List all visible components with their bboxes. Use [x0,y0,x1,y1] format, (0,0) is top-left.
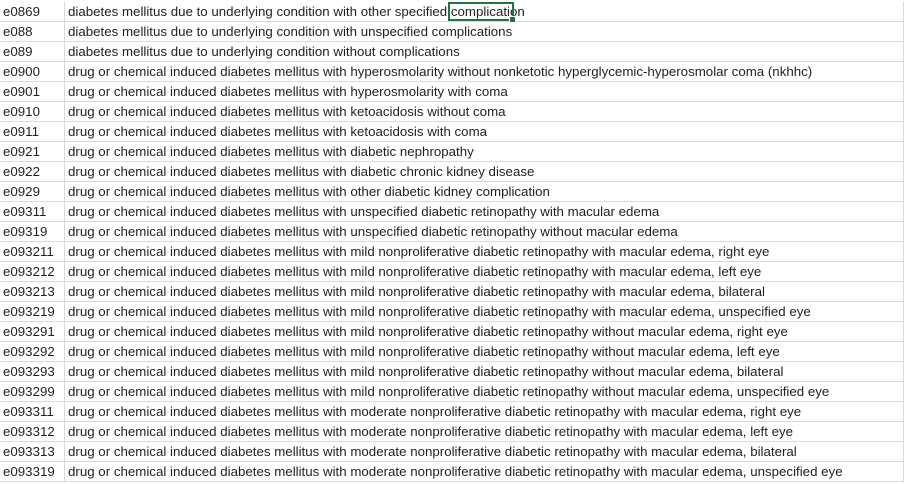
code-cell[interactable]: e093219 [0,302,65,322]
code-cell[interactable]: e0922 [0,162,65,182]
table-row: e093291 drug or chemical induced diabetes… [0,322,904,342]
description-cell[interactable]: drug or chemical induced diabetes mellit… [65,222,904,242]
code-cell[interactable]: e0929 [0,182,65,202]
table-row: e088 diabetes mellitus due to underlying … [0,22,904,42]
table-row: e093299 drug or chemical induced diabetes… [0,382,904,402]
table-row: e0901 drug or chemical induced diabetes m… [0,82,904,102]
description-cell[interactable]: drug or chemical induced diabetes mellit… [65,462,904,482]
description-cell[interactable]: drug or chemical induced diabetes mellit… [65,142,904,162]
code-cell[interactable]: e093319 [0,462,65,482]
code-cell[interactable]: e0869 [0,2,65,22]
description-cell[interactable]: drug or chemical induced diabetes mellit… [65,202,904,222]
code-cell[interactable]: e093293 [0,362,65,382]
code-cell[interactable]: e093212 [0,262,65,282]
code-cell[interactable]: e0911 [0,122,65,142]
description-cell[interactable]: drug or chemical induced diabetes mellit… [65,382,904,402]
code-cell[interactable]: e093299 [0,382,65,402]
code-cell[interactable]: e0900 [0,62,65,82]
description-cell[interactable]: drug or chemical induced diabetes mellit… [65,162,904,182]
code-cell[interactable]: e0921 [0,142,65,162]
table-row: e089 diabetes mellitus due to underlying … [0,42,904,62]
description-cell[interactable]: drug or chemical induced diabetes mellit… [65,362,904,382]
table-row: e093219 drug or chemical induced diabetes… [0,302,904,322]
table-row: e093211 drug or chemical induced diabetes… [0,242,904,262]
description-cell[interactable]: diabetes mellitus due to underlying cond… [65,22,904,42]
code-cell[interactable]: e089 [0,42,65,62]
description-cell[interactable]: drug or chemical induced diabetes mellit… [65,242,904,262]
code-cell[interactable]: e09311 [0,202,65,222]
table-row: e0922 drug or chemical induced diabetes m… [0,162,904,182]
table-row: e093213 drug or chemical induced diabetes… [0,282,904,302]
table-row: e0869 diabetes mellitus due to underlying… [0,2,904,22]
table-row: e0921 drug or chemical induced diabetes m… [0,142,904,162]
table-row: e0910 drug or chemical induced diabetes m… [0,102,904,122]
description-cell[interactable]: drug or chemical induced diabetes mellit… [65,402,904,422]
table-row: e0911 drug or chemical induced diabetes m… [0,122,904,142]
description-cell[interactable]: drug or chemical induced diabetes mellit… [65,182,904,202]
description-cell[interactable]: drug or chemical induced diabetes mellit… [65,302,904,322]
code-cell[interactable]: e093211 [0,242,65,262]
code-cell[interactable]: e093312 [0,422,65,442]
description-cell[interactable]: drug or chemical induced diabetes mellit… [65,62,904,82]
code-cell[interactable]: e0910 [0,102,65,122]
code-cell[interactable]: e088 [0,22,65,42]
code-cell[interactable]: e093291 [0,322,65,342]
table-row: e093312 drug or chemical induced diabetes… [0,422,904,442]
table-row: e093212 drug or chemical induced diabetes… [0,262,904,282]
code-cell[interactable]: e0901 [0,82,65,102]
table-row: e09311 drug or chemical induced diabetes … [0,202,904,222]
description-cell[interactable]: drug or chemical induced diabetes mellit… [65,82,904,102]
description-cell[interactable]: diabetes mellitus due to underlying cond… [65,2,904,22]
description-cell[interactable]: drug or chemical induced diabetes mellit… [65,322,904,342]
code-cell[interactable]: e093292 [0,342,65,362]
description-cell[interactable]: drug or chemical induced diabetes mellit… [65,122,904,142]
table-row: e093319 drug or chemical induced diabetes… [0,462,904,482]
table-row: e093311 drug or chemical induced diabetes… [0,402,904,422]
table-row: e093292 drug or chemical induced diabetes… [0,342,904,362]
table-row: e0929 drug or chemical induced diabetes m… [0,182,904,202]
description-cell[interactable]: drug or chemical induced diabetes mellit… [65,282,904,302]
code-cell[interactable]: e093313 [0,442,65,462]
table-row: e093293 drug or chemical induced diabetes… [0,362,904,382]
description-cell[interactable]: diabetes mellitus due to underlying cond… [65,42,904,62]
description-cell[interactable]: drug or chemical induced diabetes mellit… [65,422,904,442]
table-row: e09319 drug or chemical induced diabetes … [0,222,904,242]
description-cell[interactable]: drug or chemical induced diabetes mellit… [65,342,904,362]
description-cell[interactable]: drug or chemical induced diabetes mellit… [65,102,904,122]
table-row: e0900 drug or chemical induced diabetes m… [0,62,904,82]
description-cell[interactable]: drug or chemical induced diabetes mellit… [65,442,904,462]
code-cell[interactable]: e09319 [0,222,65,242]
description-cell[interactable]: drug or chemical induced diabetes mellit… [65,262,904,282]
code-cell[interactable]: e093213 [0,282,65,302]
code-cell[interactable]: e093311 [0,402,65,422]
table-row: e093313 drug or chemical induced diabetes… [0,442,904,462]
